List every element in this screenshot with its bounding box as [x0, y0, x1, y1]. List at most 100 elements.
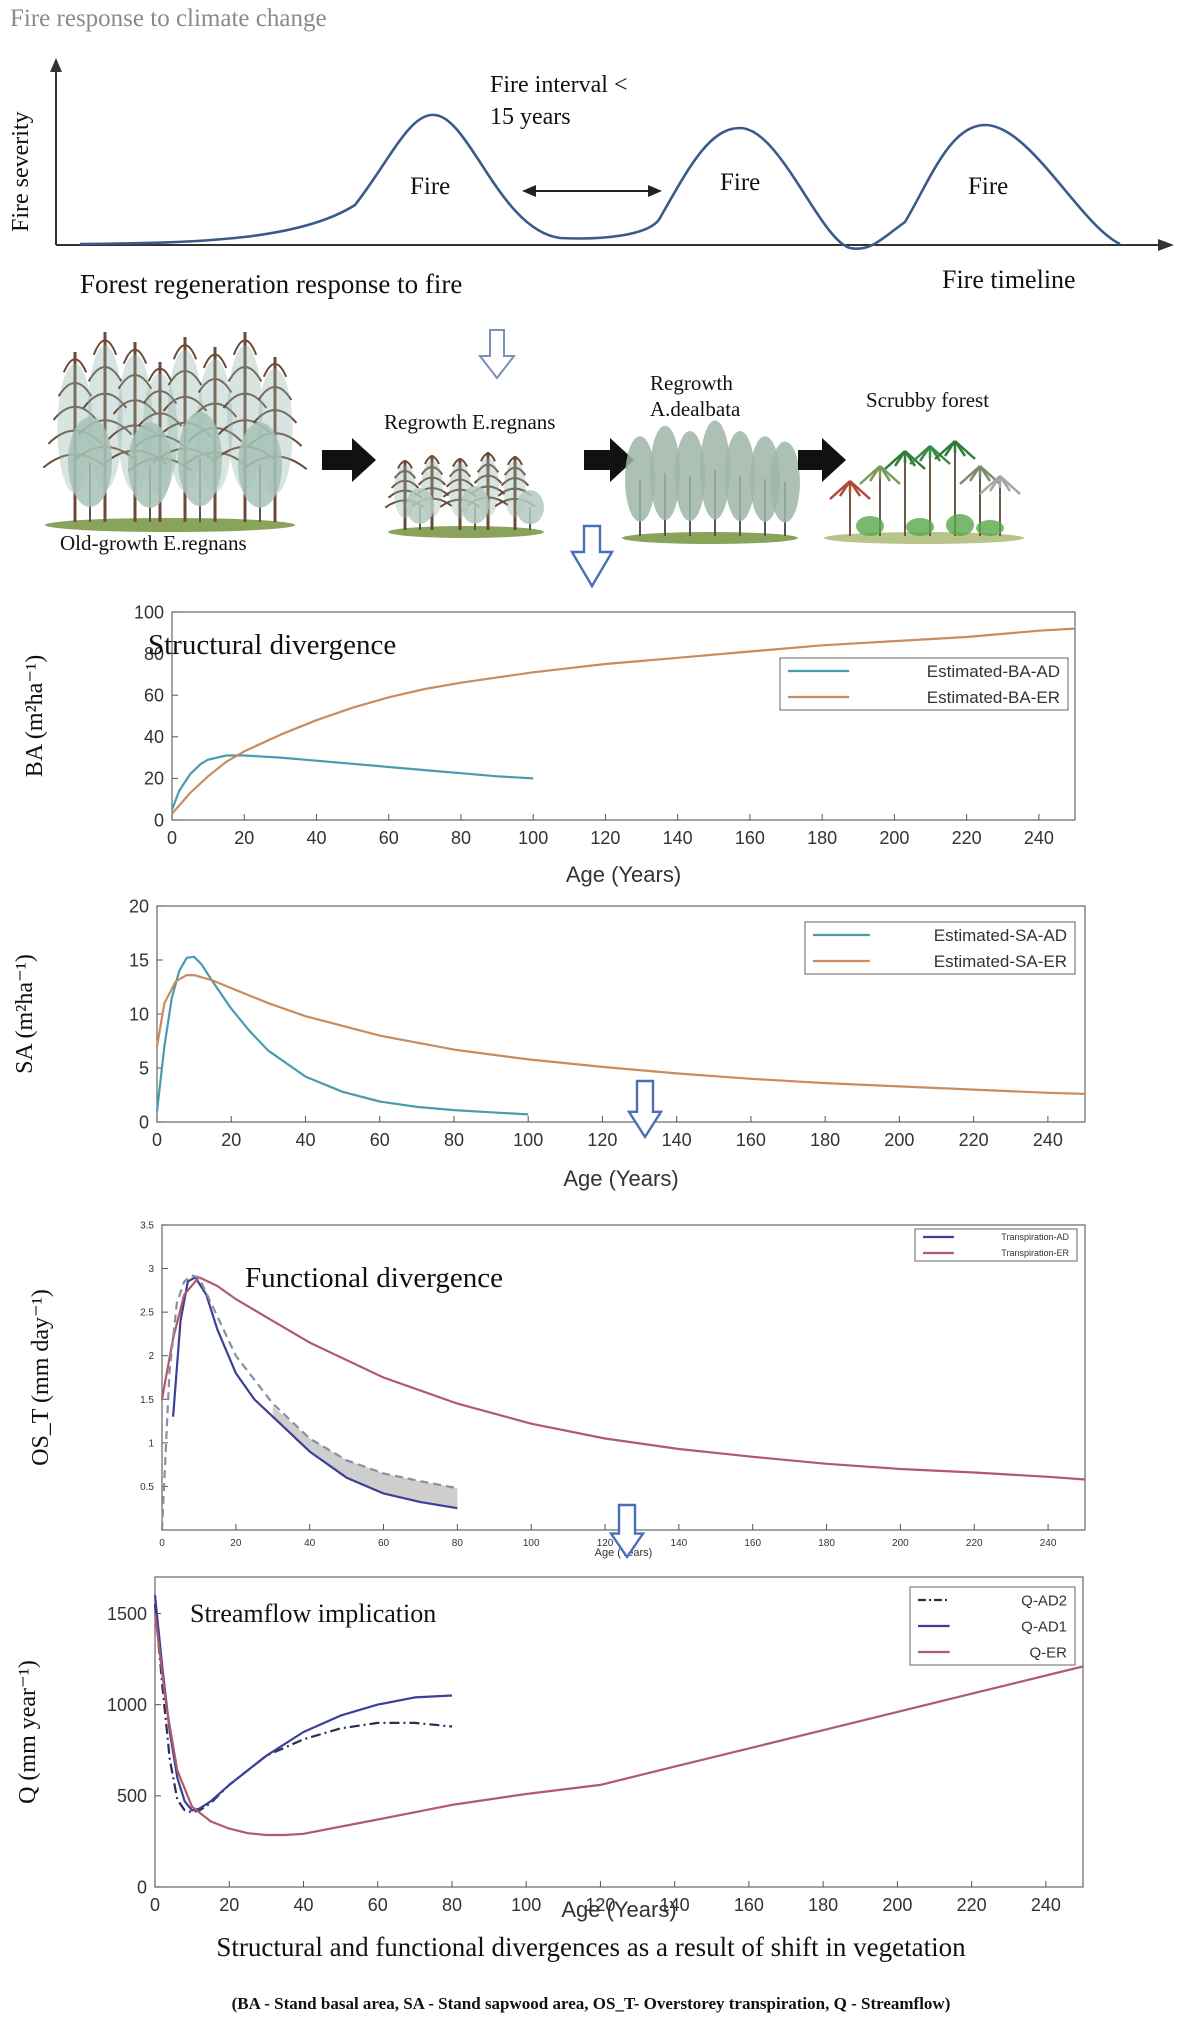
- x-tick-label: 180: [808, 1895, 838, 1915]
- tree-branch: [476, 463, 500, 473]
- x-tick-label: 120: [587, 1130, 617, 1150]
- tree-branch: [167, 370, 203, 386]
- tree-branch: [227, 366, 263, 382]
- tree-foliage: [461, 485, 489, 524]
- x-tick-label: 200: [884, 1130, 914, 1150]
- tree-branch: [52, 405, 98, 421]
- figure-footnote: (BA - Stand basal area, SA - Stand sapwo…: [231, 1994, 951, 2013]
- tree-branch: [232, 339, 258, 356]
- ground-shrub: [856, 516, 884, 536]
- tree-branch: [480, 452, 496, 462]
- plant-frond: [999, 475, 1021, 495]
- x-tick-label: 160: [734, 1895, 764, 1915]
- tree-branch: [420, 466, 444, 476]
- x-tick-label: 160: [735, 828, 765, 848]
- fire-label-2: Fire: [720, 169, 760, 196]
- tree-foliage: [68, 417, 112, 507]
- x-tick-label: 120: [585, 1895, 615, 1915]
- tree-branch: [424, 455, 440, 465]
- hollow-down-arrow-icon: [477, 329, 517, 380]
- legend-label: Transpiration-ER: [1001, 1248, 1069, 1258]
- x-tick-label: 220: [952, 828, 982, 848]
- tree-branch: [500, 477, 530, 487]
- y-tick-label: 2: [148, 1351, 154, 1362]
- legend-label: Estimated-SA-AD: [934, 926, 1067, 945]
- x-tick-label: 180: [807, 828, 837, 848]
- black-right-arrow-icon: [798, 438, 846, 482]
- x-tick-label: 180: [810, 1130, 840, 1150]
- y-tick-label: 0: [154, 810, 164, 830]
- forest-regeneration-label: Forest regeneration response to fire: [80, 269, 462, 299]
- plant-frond: [988, 475, 1002, 492]
- fire-severity-axis-label: Fire severity: [8, 111, 34, 232]
- x-tick-label: 80: [442, 1895, 462, 1915]
- x-tick-label: 100: [523, 1538, 540, 1549]
- x-tick-label: 60: [379, 828, 399, 848]
- tree-branch: [137, 412, 183, 427]
- fire-interval-label-line2: 15 years: [490, 104, 571, 130]
- y-tick-label: 20: [129, 896, 149, 916]
- y-axis-label: Q (mm year⁻¹): [15, 1660, 41, 1804]
- stage-label-old-growth: Old-growth E.regnans: [60, 531, 247, 555]
- stage-label-regrowth-ad-line1: Regrowth: [650, 371, 733, 395]
- fire-panel-title: Fire response to climate change: [10, 5, 327, 32]
- y-tick-label: 40: [144, 727, 164, 747]
- x-tick-label: 100: [511, 1895, 541, 1915]
- old-growth-forest-illustration: [42, 332, 308, 532]
- y-tick-label: 100: [134, 602, 164, 622]
- figure-caption: Structural and functional divergences as…: [216, 1932, 966, 1962]
- x-tick-label: 60: [378, 1538, 390, 1549]
- x-tick-label: 80: [444, 1130, 464, 1150]
- fire-label-3: Fire: [968, 173, 1008, 200]
- fire-severity-curve: [79, 113, 1121, 251]
- streamflow-chart: 0 20 40 60 80 100 120 140 160 180 200 220 240 0 500 100…: [15, 1576, 1084, 1922]
- ground-shrub: [976, 520, 1004, 536]
- plot-frame: [154, 1576, 1084, 1888]
- x-tick-label: 0: [159, 1538, 165, 1549]
- y-tick-label: 1500: [107, 1604, 147, 1624]
- y-axis-label: SA (m²ha⁻¹): [12, 954, 38, 1074]
- tree-foliage: [625, 436, 655, 522]
- tree-branch: [122, 348, 148, 364]
- series-line-estimated-ba-ad: [170, 754, 534, 810]
- tree-branch: [197, 378, 233, 394]
- tree-branch: [57, 382, 93, 397]
- legend-label: Transpiration-AD: [1001, 1232, 1069, 1242]
- tree-foliage: [128, 422, 172, 508]
- tree-branch: [172, 344, 198, 360]
- y-tick-label: 1000: [107, 1695, 147, 1715]
- shaded-band: [272, 1406, 458, 1509]
- x-tick-label: 120: [597, 1538, 614, 1549]
- series-line-q-er: [153, 1613, 1084, 1837]
- x-tick-label: 80: [451, 828, 471, 848]
- x-tick-label: 40: [293, 1895, 313, 1915]
- x-tick-label: 220: [957, 1895, 987, 1915]
- x-tick-label: 140: [662, 1130, 692, 1150]
- x-tick-label: 140: [660, 1895, 690, 1915]
- tree-foliage: [770, 441, 800, 523]
- tree-branch: [390, 479, 420, 489]
- tree-foliage: [725, 431, 755, 521]
- series-line-transpiration-er: [160, 1276, 1086, 1481]
- regrowth-eucalypt-illustration: [384, 452, 544, 538]
- tree-foliage: [238, 422, 282, 508]
- series-line-q-ad2: [153, 1604, 453, 1814]
- scrubby-forest-illustration: [824, 440, 1024, 544]
- series-line-transpiration-ad: [172, 1276, 458, 1510]
- legend-label: Estimated-BA-AD: [927, 662, 1060, 681]
- tree-branch: [92, 339, 118, 356]
- x-tick-label: 40: [295, 1130, 315, 1150]
- y-tick-label: 1: [148, 1438, 154, 1449]
- tree-branch: [473, 474, 503, 484]
- x-tick-label: 60: [368, 1895, 388, 1915]
- y-tick-label: 2.5: [140, 1308, 154, 1319]
- x-tick-label: 60: [370, 1130, 390, 1150]
- x-tick-label: 20: [221, 1130, 241, 1150]
- x-tick-label: 0: [150, 1895, 160, 1915]
- series-line-estimated-sa-er: [155, 974, 1086, 1095]
- x-tick-label: 200: [879, 828, 909, 848]
- tree-branch: [445, 478, 475, 488]
- ground-shrub: [946, 514, 974, 536]
- black-right-arrow-icon: [322, 438, 376, 482]
- x-tick-label: 200: [892, 1538, 909, 1549]
